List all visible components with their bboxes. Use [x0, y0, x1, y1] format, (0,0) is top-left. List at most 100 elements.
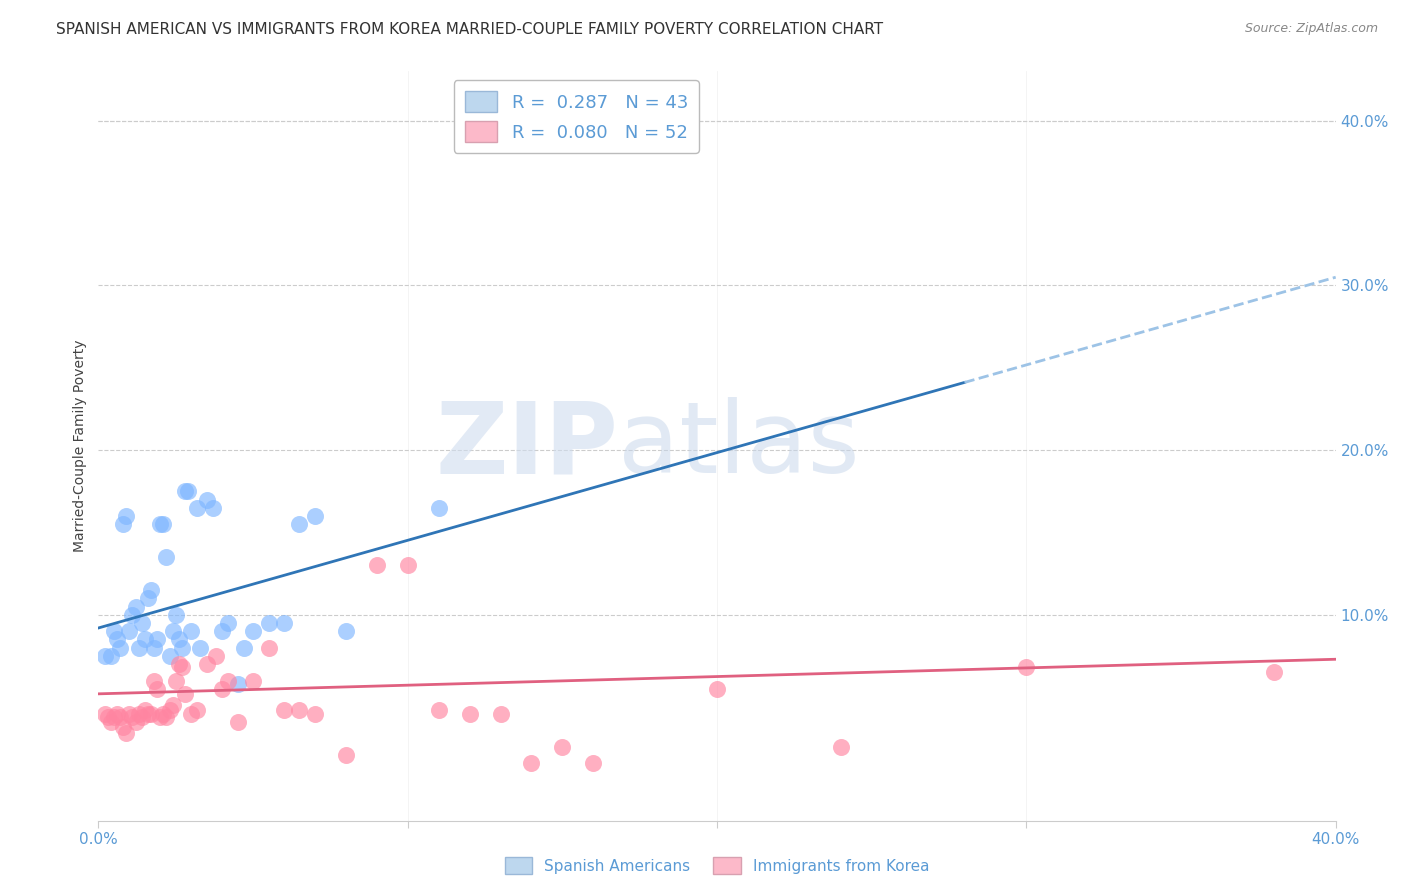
Point — [551, 739, 574, 754]
Point — [143, 673, 166, 688]
Point — [115, 508, 138, 523]
Point — [108, 640, 131, 655]
Point — [180, 706, 202, 721]
Point — [242, 624, 264, 639]
Point — [706, 681, 728, 696]
Point — [134, 703, 156, 717]
Point — [335, 624, 357, 639]
Point — [149, 710, 172, 724]
Point — [288, 517, 311, 532]
Point — [103, 710, 125, 724]
Point — [97, 710, 120, 724]
Point — [136, 591, 159, 606]
Text: SPANISH AMERICAN VS IMMIGRANTS FROM KOREA MARRIED-COUPLE FAMILY POVERTY CORRELAT: SPANISH AMERICAN VS IMMIGRANTS FROM KORE… — [56, 22, 883, 37]
Point — [170, 640, 193, 655]
Point — [105, 632, 128, 647]
Point — [180, 624, 202, 639]
Point — [118, 624, 141, 639]
Point — [128, 640, 150, 655]
Point — [174, 687, 197, 701]
Point — [304, 706, 326, 721]
Point — [273, 615, 295, 630]
Point — [335, 747, 357, 762]
Point — [304, 508, 326, 523]
Point — [143, 640, 166, 655]
Legend: Spanish Americans, Immigrants from Korea: Spanish Americans, Immigrants from Korea — [499, 851, 935, 880]
Point — [288, 703, 311, 717]
Point — [167, 657, 190, 672]
Text: Source: ZipAtlas.com: Source: ZipAtlas.com — [1244, 22, 1378, 36]
Point — [170, 660, 193, 674]
Point — [115, 726, 138, 740]
Point — [520, 756, 543, 770]
Point — [146, 632, 169, 647]
Point — [93, 648, 115, 663]
Point — [1263, 665, 1285, 680]
Point — [134, 632, 156, 647]
Point — [124, 599, 146, 614]
Point — [165, 673, 187, 688]
Point — [100, 714, 122, 729]
Point — [131, 710, 153, 724]
Point — [152, 706, 174, 721]
Point — [136, 706, 159, 721]
Point — [396, 558, 419, 573]
Point — [155, 550, 177, 565]
Point — [273, 703, 295, 717]
Point — [195, 657, 218, 672]
Point — [582, 756, 605, 770]
Point — [149, 517, 172, 532]
Text: atlas: atlas — [619, 398, 859, 494]
Point — [152, 517, 174, 532]
Point — [226, 677, 249, 691]
Point — [162, 698, 184, 713]
Point — [830, 739, 852, 754]
Point — [159, 703, 181, 717]
Point — [93, 706, 115, 721]
Point — [155, 710, 177, 724]
Point — [427, 703, 450, 717]
Point — [174, 484, 197, 499]
Point — [186, 703, 208, 717]
Point — [165, 607, 187, 622]
Point — [112, 720, 135, 734]
Point — [217, 615, 239, 630]
Point — [186, 500, 208, 515]
Point — [121, 710, 143, 724]
Point — [139, 583, 162, 598]
Point — [105, 706, 128, 721]
Point — [201, 500, 224, 515]
Point — [146, 681, 169, 696]
Point — [177, 484, 200, 499]
Point — [242, 673, 264, 688]
Point — [458, 706, 481, 721]
Point — [366, 558, 388, 573]
Point — [489, 706, 512, 721]
Point — [217, 673, 239, 688]
Point — [427, 500, 450, 515]
Point — [118, 706, 141, 721]
Point — [211, 624, 233, 639]
Point — [190, 640, 212, 655]
Point — [159, 648, 181, 663]
Point — [128, 706, 150, 721]
Point — [205, 648, 228, 663]
Point — [108, 710, 131, 724]
Point — [124, 714, 146, 729]
Point — [257, 615, 280, 630]
Point — [121, 607, 143, 622]
Y-axis label: Married-Couple Family Poverty: Married-Couple Family Poverty — [73, 340, 87, 552]
Point — [112, 517, 135, 532]
Point — [211, 681, 233, 696]
Point — [139, 706, 162, 721]
Point — [103, 624, 125, 639]
Point — [162, 624, 184, 639]
Point — [226, 714, 249, 729]
Point — [195, 492, 218, 507]
Text: ZIP: ZIP — [436, 398, 619, 494]
Point — [131, 615, 153, 630]
Point — [100, 648, 122, 663]
Point — [1015, 660, 1038, 674]
Point — [232, 640, 254, 655]
Point — [167, 632, 190, 647]
